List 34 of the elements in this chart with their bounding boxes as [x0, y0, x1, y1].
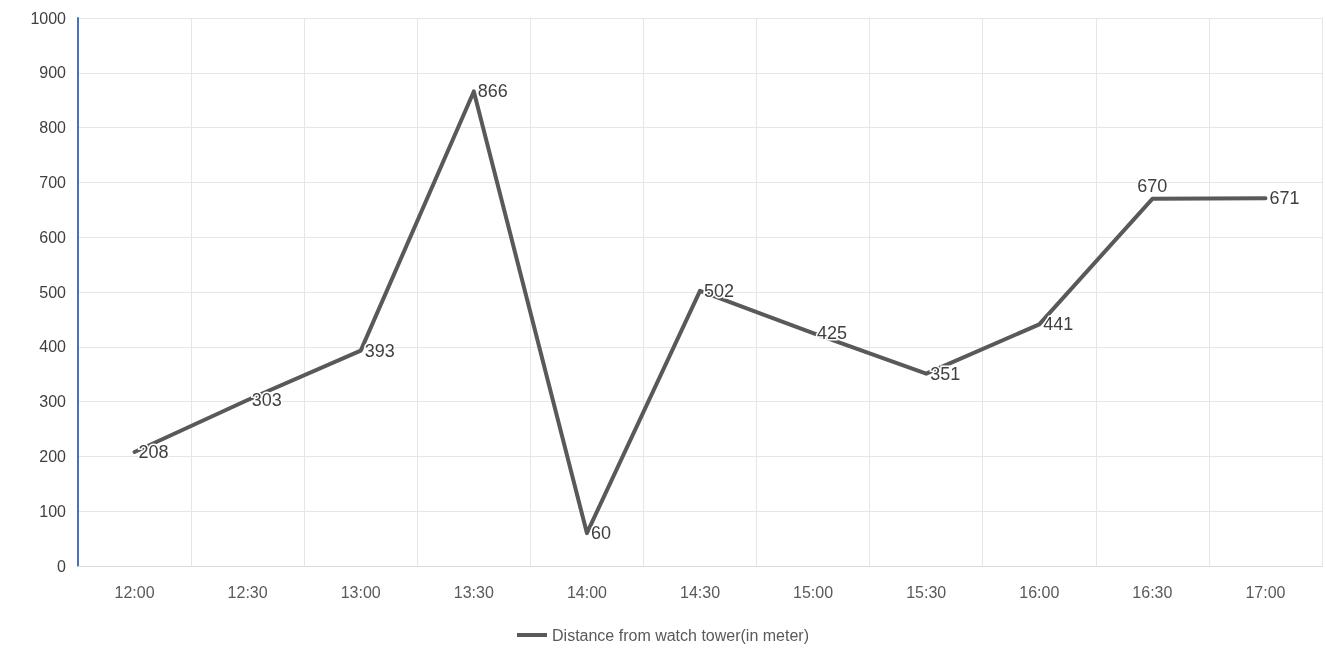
y-tick-label: 200: [39, 447, 67, 465]
x-tick-label: 12:30: [227, 583, 268, 601]
y-tick-label: 800: [39, 119, 67, 137]
x-tick-label: 14:30: [679, 583, 721, 601]
data-label: 425: [817, 323, 848, 344]
data-label: 441: [1043, 314, 1074, 335]
x-tick-label: 12:00: [114, 583, 155, 601]
data-label: 60: [590, 523, 611, 544]
legend-label: Distance from watch tower(in meter): [552, 626, 809, 644]
x-tick-label: 13:00: [340, 583, 381, 601]
y-tick-label: 300: [39, 393, 67, 411]
y-tick-label: 0: [57, 557, 67, 575]
x-tick-label: 14:00: [566, 583, 608, 601]
data-label: 303: [251, 389, 282, 410]
y-tick-label: 500: [39, 283, 67, 301]
data-label: 670: [1137, 175, 1168, 196]
data-label: 351: [930, 363, 961, 384]
y-tick-label: 700: [39, 173, 67, 191]
data-label: 502: [704, 280, 735, 301]
data-label: 866: [477, 81, 508, 102]
data-label: 208: [138, 442, 169, 463]
y-tick-label: 900: [39, 64, 67, 82]
y-tick-label: 600: [39, 228, 67, 246]
x-tick-label: 16:00: [1019, 583, 1060, 601]
y-tick-label: 100: [39, 502, 67, 520]
y-tick-label: 400: [39, 338, 67, 356]
y-tick-label: 1000: [30, 9, 67, 27]
x-tick-label: 16:30: [1132, 583, 1173, 601]
x-tick-label: 15:00: [793, 583, 834, 601]
data-label: 671: [1269, 188, 1300, 209]
x-tick-label: 13:30: [453, 583, 494, 601]
x-tick-label: 17:00: [1245, 583, 1286, 601]
x-tick-label: 15:30: [906, 583, 947, 601]
data-label: 393: [364, 340, 395, 361]
